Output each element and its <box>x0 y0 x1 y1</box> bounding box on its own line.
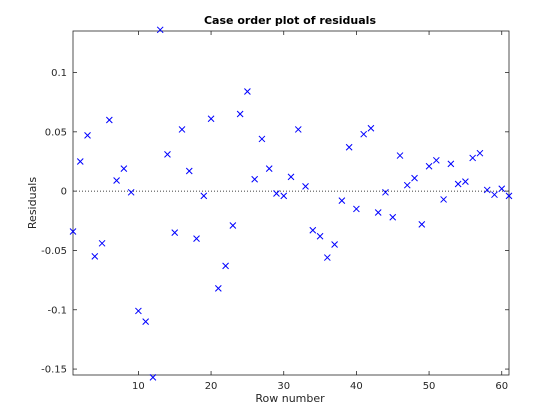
data-point <box>265 165 273 172</box>
data-point <box>149 374 157 381</box>
data-point <box>105 116 113 124</box>
data-point <box>411 174 418 182</box>
data-point <box>273 190 280 197</box>
data-point <box>469 154 477 162</box>
data-point <box>476 149 484 157</box>
data-point <box>142 318 150 325</box>
data-point <box>425 162 433 170</box>
data-point <box>156 26 164 34</box>
data-point <box>338 197 346 204</box>
data-point <box>331 241 338 248</box>
y-tick-label: -0.05 <box>41 246 67 257</box>
data-point <box>171 229 179 237</box>
data-point <box>229 222 237 229</box>
data-point <box>353 205 360 213</box>
data-point <box>498 185 506 193</box>
y-axis: -0.15 -0.1 -0.05 0 0.05 0.1 <box>41 68 509 376</box>
data-point <box>251 175 259 183</box>
data-point <box>440 196 447 203</box>
data-point <box>164 151 171 158</box>
data-point <box>178 126 186 133</box>
data-point <box>505 192 513 200</box>
data-point <box>374 209 382 216</box>
data-point <box>367 124 375 132</box>
data-point <box>287 173 295 181</box>
x-tick-label: 20 <box>205 381 218 392</box>
y-tick-label: 0.05 <box>45 127 67 138</box>
y-tick-label: -0.1 <box>47 305 67 316</box>
data-point <box>200 192 208 200</box>
data-point <box>244 88 251 95</box>
data-point <box>403 181 411 189</box>
x-axis-label: Row number <box>255 392 325 405</box>
data-point <box>76 158 84 165</box>
data-point <box>454 180 462 188</box>
y-tick-label: 0 <box>61 187 67 198</box>
data-point <box>236 110 244 118</box>
data-point <box>360 130 368 138</box>
data-point <box>302 183 309 190</box>
data-point <box>91 253 99 260</box>
data-point <box>185 167 193 175</box>
plot-area <box>72 30 510 376</box>
data-point <box>84 132 91 139</box>
data-point <box>258 135 266 143</box>
data-points <box>69 26 513 381</box>
data-point <box>135 307 142 315</box>
x-tick-label: 30 <box>277 381 290 392</box>
data-point <box>491 191 498 199</box>
data-point <box>294 126 302 133</box>
data-point <box>462 178 469 186</box>
x-tick-label: 60 <box>495 381 508 392</box>
data-point <box>127 188 135 196</box>
data-point <box>113 177 120 184</box>
data-point <box>207 115 215 123</box>
x-axis: 10 20 30 40 50 60 <box>132 31 508 392</box>
data-point <box>447 160 455 168</box>
x-tick-label: 40 <box>350 381 363 392</box>
data-point <box>280 192 288 200</box>
data-point <box>483 186 491 194</box>
data-point <box>345 143 353 151</box>
data-point <box>382 188 389 196</box>
data-point <box>323 254 331 261</box>
data-point <box>432 156 440 164</box>
data-point <box>396 152 404 159</box>
x-tick-label: 10 <box>132 381 145 392</box>
data-point <box>222 262 229 270</box>
data-point <box>69 228 77 235</box>
y-tick-label: 0.1 <box>51 68 67 79</box>
data-point <box>418 220 426 228</box>
data-point <box>193 235 200 242</box>
y-tick-label: -0.15 <box>41 365 67 376</box>
data-point <box>316 232 324 240</box>
data-point <box>120 165 128 172</box>
data-point <box>389 213 397 221</box>
chart-title: Case order plot of residuals <box>204 14 376 27</box>
data-point <box>98 239 106 247</box>
x-tick-label: 50 <box>423 381 436 392</box>
data-point <box>309 226 317 234</box>
y-axis-label: Residuals <box>26 177 39 229</box>
data-point <box>214 285 222 292</box>
